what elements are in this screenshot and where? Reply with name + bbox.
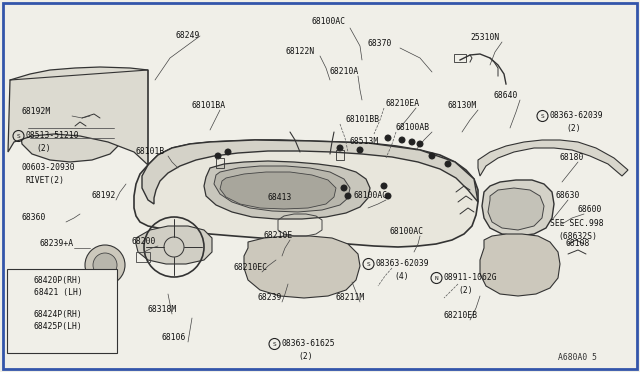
Text: 68180: 68180 xyxy=(560,154,584,163)
Text: 68210EB: 68210EB xyxy=(444,311,478,321)
Text: (2): (2) xyxy=(458,285,472,295)
Text: 68210A: 68210A xyxy=(330,67,359,77)
Text: 68239: 68239 xyxy=(258,294,282,302)
Text: 68249: 68249 xyxy=(176,32,200,41)
Circle shape xyxy=(399,137,405,143)
Text: 68424P(RH): 68424P(RH) xyxy=(34,310,83,318)
Circle shape xyxy=(345,193,351,199)
Text: 68200: 68200 xyxy=(132,237,156,247)
Text: N: N xyxy=(435,276,438,280)
Text: A680A0 5: A680A0 5 xyxy=(558,353,597,362)
Polygon shape xyxy=(8,67,148,165)
Circle shape xyxy=(225,149,231,155)
Text: 68420P(RH): 68420P(RH) xyxy=(34,276,83,285)
Circle shape xyxy=(93,253,117,277)
Text: SEE SEC.998: SEE SEC.998 xyxy=(550,219,604,228)
Text: 68106: 68106 xyxy=(162,334,186,343)
Polygon shape xyxy=(214,166,350,212)
Text: 08363-61625: 08363-61625 xyxy=(282,340,335,349)
Text: 68630: 68630 xyxy=(556,192,580,201)
Text: 68122N: 68122N xyxy=(286,48,316,57)
Polygon shape xyxy=(20,106,122,162)
Circle shape xyxy=(385,135,391,141)
Text: 68100AC: 68100AC xyxy=(354,192,388,201)
Polygon shape xyxy=(482,180,554,236)
Polygon shape xyxy=(136,226,212,264)
Text: (2): (2) xyxy=(36,144,51,153)
Text: (2): (2) xyxy=(298,352,312,360)
Text: 68211M: 68211M xyxy=(336,294,365,302)
Text: 68318M: 68318M xyxy=(148,305,177,314)
Text: S: S xyxy=(17,134,20,138)
Text: 68239+A: 68239+A xyxy=(40,240,74,248)
Text: 08513-51210: 08513-51210 xyxy=(26,131,79,141)
Text: S: S xyxy=(273,341,276,346)
Polygon shape xyxy=(204,161,370,219)
Text: 68640: 68640 xyxy=(494,92,518,100)
Circle shape xyxy=(429,153,435,159)
Text: 68421 (LH): 68421 (LH) xyxy=(34,288,83,296)
Polygon shape xyxy=(480,234,560,296)
Text: 68513M: 68513M xyxy=(350,138,380,147)
Text: 68192M: 68192M xyxy=(22,108,51,116)
Text: RIVET(2): RIVET(2) xyxy=(26,176,65,185)
Circle shape xyxy=(357,147,363,153)
Circle shape xyxy=(215,153,221,159)
Circle shape xyxy=(409,139,415,145)
Text: 68101BA: 68101BA xyxy=(192,102,226,110)
Text: 68100AB: 68100AB xyxy=(396,124,430,132)
Text: S: S xyxy=(367,262,371,266)
Polygon shape xyxy=(220,172,336,209)
Text: 08363-62039: 08363-62039 xyxy=(376,260,429,269)
Text: 68130M: 68130M xyxy=(448,102,477,110)
Circle shape xyxy=(85,245,125,285)
Text: 68210E: 68210E xyxy=(264,231,293,241)
Text: 68370: 68370 xyxy=(368,39,392,48)
Circle shape xyxy=(445,161,451,167)
Text: 68192: 68192 xyxy=(92,192,116,201)
Polygon shape xyxy=(244,236,360,298)
Text: 00603-20930: 00603-20930 xyxy=(22,164,76,173)
Text: 68101B: 68101B xyxy=(136,148,165,157)
Polygon shape xyxy=(478,140,628,176)
Text: 68210EC: 68210EC xyxy=(234,263,268,273)
Polygon shape xyxy=(488,188,544,230)
Text: 68100AC: 68100AC xyxy=(390,228,424,237)
Text: 68425P(LH): 68425P(LH) xyxy=(34,321,83,330)
Text: 25310N: 25310N xyxy=(470,33,499,42)
FancyBboxPatch shape xyxy=(7,269,117,353)
Text: 68360: 68360 xyxy=(22,214,46,222)
Circle shape xyxy=(337,145,343,151)
Circle shape xyxy=(381,183,387,189)
Text: 08363-62039: 08363-62039 xyxy=(550,112,604,121)
Polygon shape xyxy=(142,140,478,204)
Bar xyxy=(136,252,150,262)
Text: 68101BB: 68101BB xyxy=(346,115,380,125)
Circle shape xyxy=(417,141,423,147)
Text: (2): (2) xyxy=(566,124,580,132)
Circle shape xyxy=(341,185,347,191)
Text: S: S xyxy=(541,113,545,119)
Circle shape xyxy=(385,193,391,199)
Polygon shape xyxy=(134,140,478,247)
Text: (4): (4) xyxy=(394,272,408,280)
Text: 68600: 68600 xyxy=(578,205,602,215)
Text: 68210EA: 68210EA xyxy=(386,99,420,109)
Bar xyxy=(454,54,466,62)
Text: 08911-1062G: 08911-1062G xyxy=(444,273,498,282)
Text: 68100AC: 68100AC xyxy=(312,17,346,26)
Text: 68108: 68108 xyxy=(566,240,590,248)
Text: 68413: 68413 xyxy=(268,193,292,202)
Text: (68632S): (68632S) xyxy=(558,231,597,241)
